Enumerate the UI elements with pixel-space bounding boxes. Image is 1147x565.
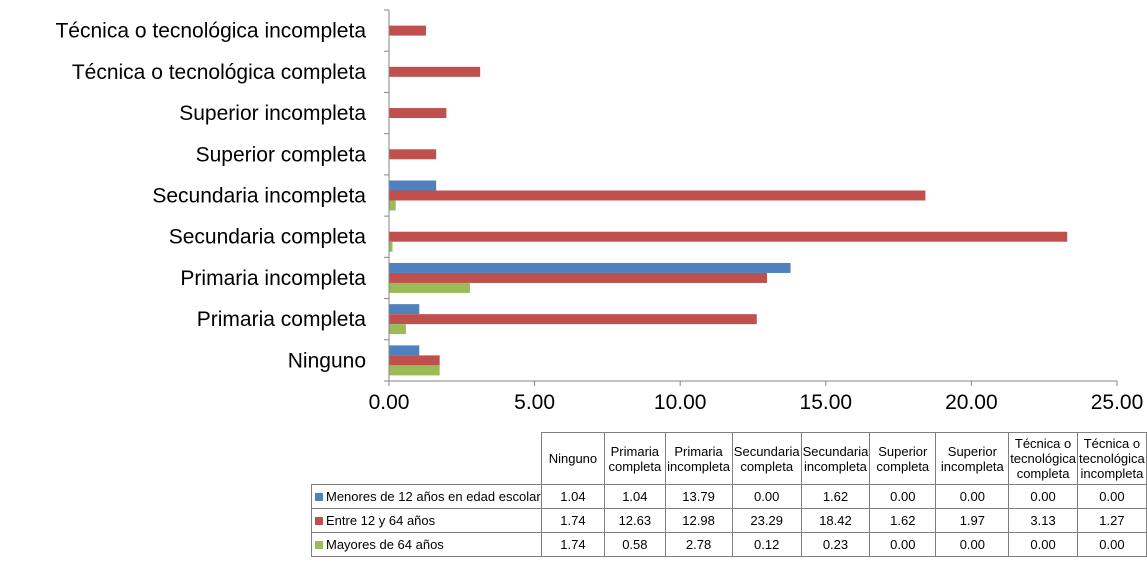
bar-chart: Ninguno Primaria completa Primaria incompl… [55,9,1144,414]
category-label: Técnica o tecnológica completa [72,61,366,84]
category-label: Superior completa [196,143,367,166]
table-row: Menores de 12 años en edad escolar 1.04 1.… [311,484,1147,509]
bar [389,241,393,252]
bar [389,25,426,36]
bar [389,282,470,293]
category-label: Superior incompleta [179,102,366,125]
category-label: Primaria incompleta [180,267,366,290]
table-cell: 1.97 [935,508,1010,533]
bars [389,25,1068,376]
legend-entry: Mayores de 64 años [311,532,542,557]
bar [389,231,1068,242]
bar [389,262,791,273]
table-column-header: Superior completa [869,432,937,485]
category-labels: Ninguno Primaria completa Primaria incompl… [55,20,366,373]
data-table: Ninguno Primaria completa Primaria incomplet… [311,432,1147,557]
table-cell: 0.00 [935,484,1010,509]
x-tick-label: 15.00 [800,391,853,414]
axes [384,9,1118,386]
table-column-header: Ninguno [540,432,606,485]
table-cell: 0.00 [1076,532,1147,557]
table-cell: 23.29 [731,508,802,533]
table-column-header: Técnica o tecnológica incompleta [1076,432,1147,485]
table-cell: 12.98 [664,508,733,533]
table-cell: 0.00 [1008,532,1078,557]
bar [389,66,481,77]
table-cell: 0.00 [869,532,937,557]
category-label: Ninguno [288,349,366,372]
bar [389,314,757,325]
table-cell: 1.62 [800,484,871,509]
x-tick-label: 5.00 [514,391,555,414]
legend-entry: Menores de 12 años en edad escolar [311,484,542,509]
table-cell: 0.00 [731,484,802,509]
table-cell: 1.62 [869,508,937,533]
table-cell: 13.79 [664,484,733,509]
table-column-header: Secundaria completa [731,432,802,485]
table-cell: 0.00 [1008,484,1078,509]
table-row: Entre 12 y 64 años 1.74 12.63 12.98 23.29 18.… [311,508,1147,533]
table-cell: 3.13 [1008,508,1078,533]
table-cell: 1.74 [540,532,606,557]
table-cell: 1.04 [604,484,666,509]
table-row: Mayores de 64 años 1.74 0.58 2.78 0.12 0.23 0.… [311,532,1147,557]
legend-entry: Entre 12 y 64 años [311,508,542,533]
table-cell: 12.63 [604,508,666,533]
table-corner [311,432,542,485]
x-tick-labels: 0.00 5.00 10.00 15.00 20.00 25.00 [369,391,1144,414]
table-cell: 18.42 [800,508,871,533]
bar [389,149,437,160]
category-label: Secundaria completa [169,226,367,249]
table-column-header: Primaria incompleta [664,432,733,485]
x-tick-label: 0.00 [369,391,410,414]
bar [389,365,440,376]
x-tick-label: 20.00 [945,391,998,414]
table-column-header: Secundaria incompleta [800,432,871,485]
bar [389,190,926,201]
table-cell: 0.00 [869,484,937,509]
legend-swatch [315,517,323,525]
bar [389,272,767,283]
category-label: Técnica o tecnológica incompleta [55,20,366,43]
bar [389,200,396,211]
table-cell: 0.58 [604,532,666,557]
bar [389,345,420,356]
bar [389,108,447,119]
category-label: Secundaria incompleta [152,185,366,208]
x-tick-label: 10.00 [654,391,707,414]
legend-swatch [315,541,323,549]
table-cell: 0.00 [1076,484,1147,509]
table-cell: 0.00 [935,532,1010,557]
table-column-header: Superior incompleta [935,432,1010,485]
legend-swatch [315,493,323,501]
bar [389,180,437,191]
bar [389,324,406,335]
table-column-header: Primaria completa [604,432,666,485]
category-label: Primaria completa [197,308,367,331]
table-cell: 0.12 [731,532,802,557]
table-column-header: Técnica o tecnológica completa [1008,432,1078,485]
bar [389,355,440,366]
bar [389,304,420,315]
table-cell: 2.78 [664,532,733,557]
table-cell: 1.27 [1076,508,1147,533]
table-cell: 1.04 [540,484,606,509]
x-tick-label: 25.00 [1091,391,1144,414]
table-cell: 1.74 [540,508,606,533]
table-cell: 0.23 [800,532,871,557]
